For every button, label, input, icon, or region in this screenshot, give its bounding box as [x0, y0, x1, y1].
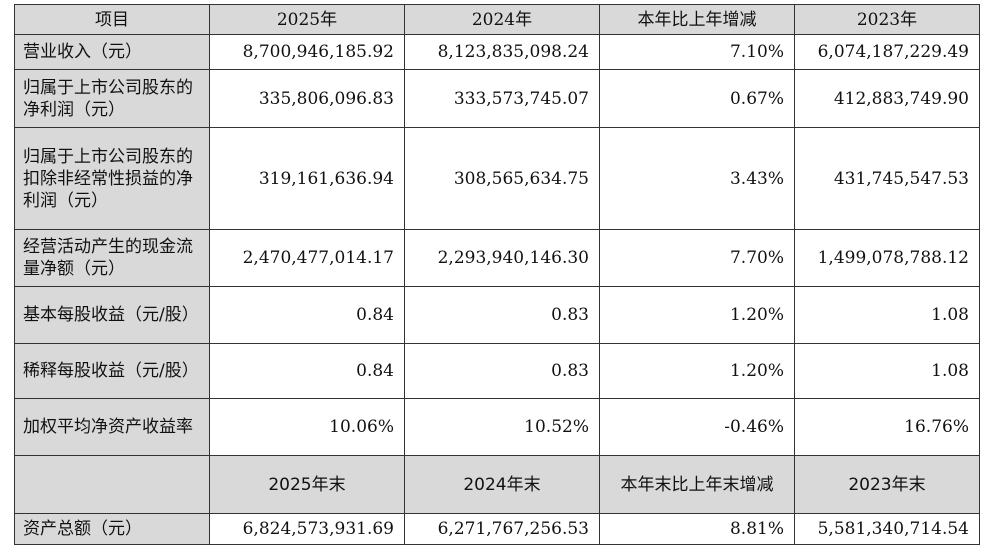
financial-data-table: 项目 2025年 2024年 本年比上年增减 2023年 营业收入（元） 8,7…	[14, 4, 980, 545]
header-2023: 2023年	[794, 4, 980, 35]
value-2024: 308,565,634.75	[404, 127, 600, 230]
row-label: 稀释每股收益（元/股）	[14, 343, 210, 399]
header-change-end: 本年末比上年末增减	[599, 455, 795, 514]
header-item-empty	[14, 455, 210, 514]
value-2024: 0.83	[404, 343, 600, 399]
header-2024: 2024年	[404, 4, 600, 35]
value-2025: 335,806,096.83	[209, 69, 405, 128]
value-2024: 8,123,835,098.24	[404, 34, 600, 70]
value-change: 8.81%	[599, 513, 795, 545]
header-2025-end: 2025年末	[209, 455, 405, 514]
value-change: 1.20%	[599, 286, 795, 344]
value-2023: 16.76%	[794, 398, 980, 456]
row-label: 归属于上市公司股东的净利润（元）	[14, 69, 210, 128]
header-2023-end: 2023年末	[794, 455, 980, 514]
value-2025: 0.84	[209, 343, 405, 399]
header-row: 项目 2025年 2024年 本年比上年增减 2023年	[14, 4, 980, 35]
value-2025: 6,824,573,931.69	[209, 513, 405, 545]
value-change: -0.46%	[599, 398, 795, 456]
value-2025: 319,161,636.94	[209, 127, 405, 230]
row-label: 归属于上市公司股东的扣除非经常性损益的净利润（元）	[14, 127, 210, 230]
header-row-year-end: 2025年末 2024年末 本年末比上年末增减 2023年末	[14, 455, 980, 514]
value-2023: 431,745,547.53	[794, 127, 980, 230]
value-2023: 1.08	[794, 343, 980, 399]
table-row: 归属于上市公司股东的净利润（元） 335,806,096.83 333,573,…	[14, 69, 980, 128]
table-row: 归属于上市公司股东的扣除非经常性损益的净利润（元） 319,161,636.94…	[14, 127, 980, 230]
table-row: 基本每股收益（元/股） 0.84 0.83 1.20% 1.08	[14, 286, 980, 344]
header-2024-end: 2024年末	[404, 455, 600, 514]
value-2024: 333,573,745.07	[404, 69, 600, 128]
value-2025: 0.84	[209, 286, 405, 344]
value-2023: 412,883,749.90	[794, 69, 980, 128]
value-2024: 6,271,767,256.53	[404, 513, 600, 545]
value-2023: 1,499,078,788.12	[794, 229, 980, 287]
value-change: 0.67%	[599, 69, 795, 128]
table-row: 经营活动产生的现金流量净额（元） 2,470,477,014.17 2,293,…	[14, 229, 980, 287]
row-label: 经营活动产生的现金流量净额（元）	[14, 229, 210, 287]
value-2023: 5,581,340,714.54	[794, 513, 980, 545]
table-row: 营业收入（元） 8,700,946,185.92 8,123,835,098.2…	[14, 34, 980, 70]
header-2025: 2025年	[209, 4, 405, 35]
value-2025: 8,700,946,185.92	[209, 34, 405, 70]
value-change: 7.70%	[599, 229, 795, 287]
header-change: 本年比上年增减	[599, 4, 795, 35]
row-label: 资产总额（元）	[14, 513, 210, 545]
value-2023: 6,074,187,229.49	[794, 34, 980, 70]
value-2024: 0.83	[404, 286, 600, 344]
value-change: 7.10%	[599, 34, 795, 70]
value-2023: 1.08	[794, 286, 980, 344]
row-label: 加权平均净资产收益率	[14, 398, 210, 456]
value-2024: 2,293,940,146.30	[404, 229, 600, 287]
row-label: 营业收入（元）	[14, 34, 210, 70]
value-change: 1.20%	[599, 343, 795, 399]
row-label: 基本每股收益（元/股）	[14, 286, 210, 344]
value-change: 3.43%	[599, 127, 795, 230]
header-item: 项目	[14, 4, 210, 35]
table-row: 资产总额（元） 6,824,573,931.69 6,271,767,256.5…	[14, 513, 980, 545]
value-2025: 10.06%	[209, 398, 405, 456]
value-2025: 2,470,477,014.17	[209, 229, 405, 287]
table-row: 稀释每股收益（元/股） 0.84 0.83 1.20% 1.08	[14, 343, 980, 399]
table-row: 加权平均净资产收益率 10.06% 10.52% -0.46% 16.76%	[14, 398, 980, 456]
value-2024: 10.52%	[404, 398, 600, 456]
